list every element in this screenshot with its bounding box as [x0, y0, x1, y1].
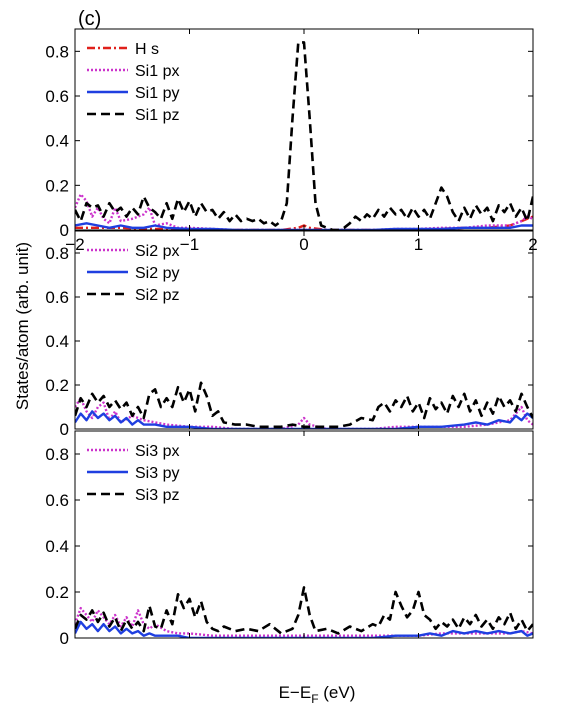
legend-label: Si2 px — [135, 243, 179, 260]
legend-label: Si2 pz — [135, 287, 179, 304]
y-tick-label: 0.6 — [45, 491, 69, 510]
panel-frame — [74, 430, 534, 639]
series-line-si3-pz — [75, 586, 533, 635]
legend-label: Si1 py — [135, 85, 179, 102]
panel-2: 0 0.2 0.4 0.6 0.8 Si2 px Si2 py Si2 pz — [45, 230, 534, 439]
series-line-si3-px — [75, 606, 533, 637]
x-tick-label: 0 — [299, 235, 308, 254]
series-line-si3-py — [75, 620, 533, 638]
panel-tag: (c) — [78, 8, 101, 30]
legend-label: H s — [135, 41, 159, 58]
panel-lines — [75, 381, 533, 429]
x-tick-label: −1 — [180, 235, 199, 254]
y-tick-label: 0.4 — [45, 132, 69, 151]
x-axis-label-subscript: F — [311, 692, 318, 706]
legend-label: Si3 pz — [135, 487, 179, 504]
series-line-si2-py — [75, 410, 533, 429]
y-tick-label: 0 — [60, 629, 69, 648]
y-tick-label: 0.4 — [45, 537, 69, 556]
panel-lines — [75, 586, 533, 638]
series-line-h-s — [75, 215, 533, 230]
y-tick-label: 0.6 — [45, 87, 69, 106]
series-line-si1-py — [75, 222, 533, 230]
y-tick-label: 0.6 — [45, 288, 69, 307]
y-tick-label: 0.4 — [45, 332, 69, 351]
series-line-si2-pz — [75, 381, 533, 429]
x-tick-label: 1 — [414, 235, 423, 254]
series-line-si1-pz — [75, 41, 533, 230]
legend-label: Si3 px — [135, 443, 179, 460]
legend-label: Si1 pz — [135, 107, 179, 124]
panel-lines — [75, 41, 533, 230]
x-axis-label-main: E−E — [279, 683, 312, 702]
legend-label: Si2 py — [135, 265, 179, 282]
x-axis-label-unit: (eV) — [319, 683, 356, 702]
y-tick-label: 0 — [60, 221, 69, 240]
y-tick-label: 0.2 — [45, 376, 69, 395]
legend-label: Si3 py — [135, 465, 179, 482]
series-line-si1-px — [75, 193, 533, 230]
y-tick-label: 0.8 — [45, 244, 69, 263]
series-line-si2-px — [75, 397, 533, 429]
y-axis-label: States/atom (arb. unit) — [13, 242, 32, 410]
legend-label: Si1 px — [135, 63, 179, 80]
x-axis-label: E−EF (eV) — [279, 683, 356, 706]
y-tick-label: 0.8 — [45, 445, 69, 464]
y-tick-label: 0.8 — [45, 42, 69, 61]
panel-frame — [74, 230, 534, 430]
y-tick-label: 0.2 — [45, 583, 69, 602]
panel-3: 0 0.2 0.4 0.6 0.8 Si3 px Si3 py Si3 pz — [45, 430, 534, 648]
y-tick-label: 0.2 — [45, 176, 69, 195]
y-tick-label: 0 — [60, 420, 69, 439]
